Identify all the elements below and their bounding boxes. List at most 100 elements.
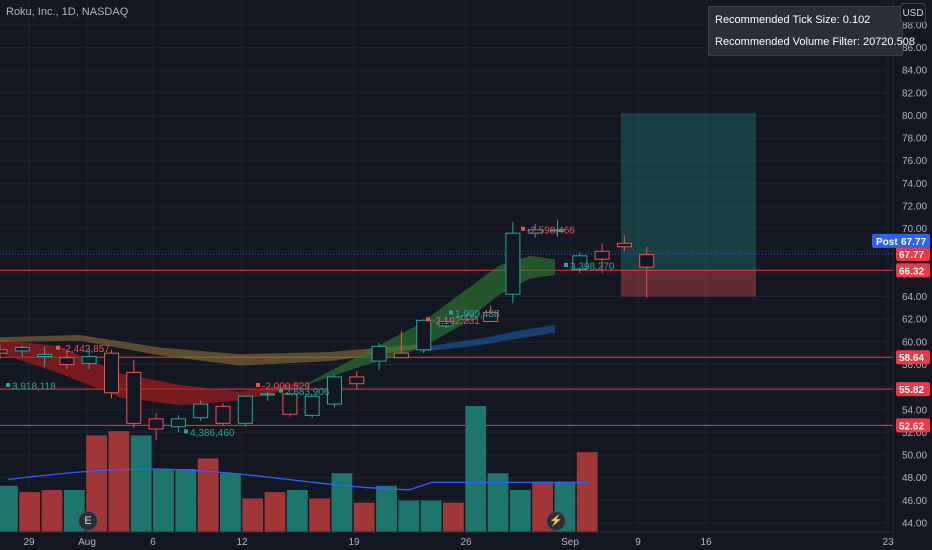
time-tick-label: 9	[635, 537, 641, 548]
candle-body	[616, 242, 632, 248]
price-tick-label: 58.00	[902, 360, 927, 371]
price-tick-label: 64.00	[902, 292, 927, 303]
candle-body	[237, 395, 253, 424]
price-axis[interactable]: 44.0046.0048.0050.0052.0054.0056.0058.00…	[872, 0, 932, 550]
time-tick-label: 19	[348, 537, 360, 548]
level-price-tag	[896, 382, 930, 397]
level-price-label: 52.62	[899, 421, 924, 432]
candle-body	[416, 319, 432, 351]
price-tick-label: 48.00	[902, 473, 927, 484]
annotation-marker	[521, 226, 525, 231]
candle-body	[393, 352, 409, 359]
candle-body	[483, 311, 499, 322]
candle-body	[327, 376, 342, 405]
annotation-label: 3,398,270	[570, 262, 615, 273]
annotation-label: -2,442,857	[62, 344, 110, 355]
volume-bar	[487, 473, 509, 532]
time-tick-label: 6	[150, 537, 156, 548]
annotation-marker	[256, 382, 260, 387]
candle-body	[0, 349, 8, 354]
annotation-marker	[6, 382, 10, 387]
candle-body	[59, 357, 75, 365]
candle-body	[594, 250, 610, 260]
time-tick-label: 29	[23, 537, 35, 548]
volume-bar	[264, 492, 286, 532]
post-label: Post	[876, 237, 898, 248]
volume-bar	[309, 498, 330, 532]
ma-ribbon-red	[0, 339, 300, 406]
annotation-marker	[56, 345, 60, 350]
ma-ribbon-blue	[420, 324, 555, 353]
volume-bar	[376, 485, 397, 532]
candle-body	[193, 403, 209, 419]
volume-ma-line	[8, 468, 588, 491]
volume-bars	[0, 406, 598, 532]
time-tick-label: 16	[700, 537, 712, 548]
volume-bar	[420, 500, 442, 532]
horizontal-levels[interactable]	[0, 253, 893, 426]
candle-body	[14, 346, 30, 352]
price-tick-label: 82.00	[902, 88, 927, 99]
volume-bar	[576, 452, 598, 532]
annotation-label: 3,918,118	[12, 381, 56, 392]
volume-bar	[0, 485, 18, 532]
annotation-label: -2,000,529	[262, 381, 310, 392]
candle-body	[104, 352, 119, 394]
annotation-marker	[564, 263, 568, 267]
price-tick-label: 76.00	[902, 156, 927, 167]
time-tick-label: Aug	[78, 537, 96, 548]
volume-bar	[19, 492, 41, 532]
price-tick-label: 72.00	[902, 202, 927, 213]
loss-zone	[621, 270, 756, 297]
currency-button[interactable]: USD	[900, 3, 926, 23]
candle-body	[371, 345, 387, 362]
price-tick-label: 80.00	[902, 111, 927, 122]
candle-body	[572, 255, 588, 270]
volume-bar	[220, 473, 241, 532]
candle-body	[81, 356, 97, 364]
annotation-label: -2,102,231	[432, 316, 480, 327]
price-tick-label: 84.00	[902, 66, 927, 77]
recommendation-box: Recommended Tick Size: 0.102 Recommended…	[708, 6, 915, 56]
time-tick-label: 23	[882, 537, 894, 548]
price-tick-label: 88.00	[902, 20, 927, 31]
volume-bar	[130, 435, 152, 532]
volume-bar	[465, 406, 487, 532]
annotation-marker	[426, 317, 430, 322]
long-position-tool[interactable]	[621, 113, 756, 297]
candle-body	[349, 376, 365, 385]
annotation-marker	[279, 388, 283, 393]
post-price-tag	[872, 233, 930, 248]
price-tick-label: 54.00	[902, 405, 927, 416]
annotation-label: 2,683,906	[285, 387, 330, 398]
time-axis-bg	[0, 532, 893, 550]
level-price-label: 58.64	[899, 353, 924, 364]
annotation-label: 4,386,460	[190, 428, 235, 439]
candle-body	[304, 395, 320, 416]
earnings-icon[interactable]: E	[78, 511, 98, 531]
annotation-label: 1,999,488	[455, 309, 500, 320]
volume-bar	[443, 502, 464, 532]
volume-bar	[398, 500, 420, 532]
candle-body	[505, 232, 521, 295]
time-tick-label: 26	[460, 537, 472, 548]
lightning-icon[interactable]: ⚡	[546, 511, 566, 531]
volume-filter-text: Recommended Volume Filter: 20720.508	[715, 36, 915, 48]
candle-body	[260, 393, 276, 396]
volume-bar	[86, 435, 107, 532]
candle-body	[148, 418, 164, 430]
price-tick-label: 62.00	[902, 315, 927, 326]
price-tick-label: 44.00	[902, 518, 927, 529]
time-tick-label: Sep	[561, 537, 579, 548]
candle-body	[170, 418, 186, 428]
candle-body	[215, 405, 231, 424]
volume-bar	[331, 473, 353, 532]
candle-body	[460, 315, 476, 320]
level-price-label: 55.82	[899, 385, 924, 396]
candle-body	[37, 353, 53, 358]
time-tick-label: 12	[236, 537, 248, 548]
time-axis[interactable]: 29 Aug 6 12 19 26 Sep 9 16 23	[0, 531, 894, 550]
volume-annotations: -2,442,857 3,918,118 4,386,460 -2,000,5292,…	[6, 225, 615, 439]
annotation-marker	[449, 310, 453, 315]
